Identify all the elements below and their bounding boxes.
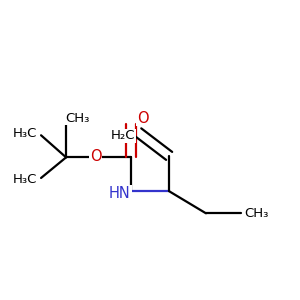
Text: HN: HN xyxy=(109,186,131,201)
Text: CH₃: CH₃ xyxy=(244,207,268,220)
Text: O: O xyxy=(90,149,101,164)
Text: H₃C: H₃C xyxy=(13,127,38,140)
Text: CH₃: CH₃ xyxy=(65,112,89,125)
Text: O: O xyxy=(137,111,148,126)
Text: H₃C: H₃C xyxy=(13,173,38,186)
Text: H₂C: H₂C xyxy=(111,129,135,142)
